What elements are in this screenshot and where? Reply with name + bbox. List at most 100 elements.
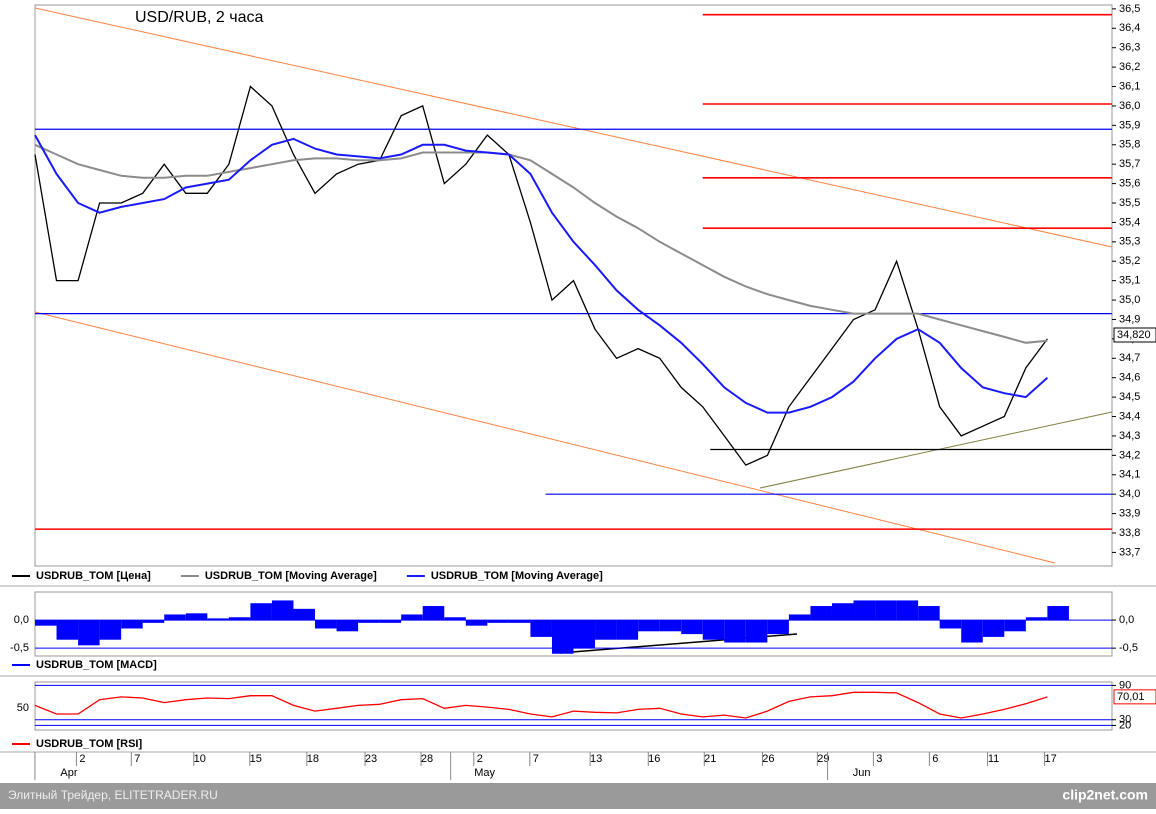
bar (99, 620, 122, 640)
y-tick-label: 30 (1119, 714, 1131, 726)
y-tick-label: 34,4 (1119, 410, 1140, 422)
bar (616, 620, 639, 640)
bar (293, 608, 316, 621)
bar (961, 620, 983, 643)
series-line (34, 85, 1048, 466)
y-tick-label: 90 (1119, 679, 1131, 691)
y-tick-label: 36,0 (1119, 100, 1140, 112)
x-tick-label: 7 (134, 753, 140, 765)
bar (875, 600, 897, 621)
rsi-panel (34, 681, 1113, 731)
y-tick-label: 34,2 (1119, 449, 1140, 461)
x-tick-label: 10 (194, 753, 206, 765)
bar (702, 620, 725, 640)
x-tick-label: 29 (817, 753, 829, 765)
y-tick-label: 35,3 (1119, 236, 1140, 248)
y-tick-label: 35,7 (1119, 158, 1140, 170)
y-tick-label: 34,5 (1119, 391, 1140, 403)
bar (982, 620, 1005, 637)
y-tick-label: 35,6 (1119, 177, 1140, 189)
bar (788, 614, 811, 621)
bar (250, 603, 272, 621)
y-tick-label: 35,8 (1119, 139, 1140, 151)
price-panel (34, 4, 1113, 567)
x-tick-label: 21 (704, 753, 716, 765)
x-tick-label: 6 (932, 753, 938, 765)
bar (595, 620, 617, 640)
legend-label: USDRUB_TOM [MACD] (36, 659, 157, 671)
bar (121, 620, 143, 629)
series-line (34, 691, 1048, 719)
bar (810, 606, 832, 621)
bar (336, 620, 359, 632)
series-line (34, 134, 1049, 414)
bar (358, 620, 380, 623)
bar (659, 620, 682, 632)
bar (681, 620, 703, 635)
y-tick-label: 34,3 (1119, 430, 1140, 442)
bar (487, 620, 509, 623)
y-tick-label: 36,2 (1119, 61, 1140, 73)
y-tick-label: 50 (17, 702, 29, 714)
y-tick-label: 33,7 (1119, 546, 1140, 558)
bar (379, 620, 402, 623)
last-value-label: 34,820 (1117, 329, 1151, 341)
legend-label: USDRUB_TOM [Moving Average] (205, 570, 377, 582)
month-label: Jun (853, 767, 871, 779)
legend-label: USDRUB_TOM [Moving Average] (431, 570, 603, 582)
y-tick-label: 35,5 (1119, 197, 1140, 209)
bar (401, 614, 423, 621)
bar (638, 620, 660, 632)
y-tick-label: 34,1 (1119, 469, 1140, 481)
bar (56, 620, 79, 640)
y-tick-label: 33,9 (1119, 507, 1140, 519)
x-tick-label: 26 (762, 753, 774, 765)
footer-left: Элитный Трейдер, ELITETRADER.RU (8, 788, 218, 802)
x-tick-label: 16 (648, 753, 660, 765)
bar (271, 600, 294, 621)
y-tick-label: 36,4 (1119, 22, 1140, 34)
bar (745, 620, 768, 643)
bar (207, 618, 229, 621)
bar (1004, 620, 1026, 632)
bar (228, 617, 251, 621)
bar (1025, 617, 1048, 621)
legend-label: USDRUB_TOM [RSI] (36, 738, 142, 750)
y-tick-label: 36,3 (1119, 42, 1140, 54)
y-tick-label: 0,0 (1119, 614, 1134, 626)
bar (853, 600, 876, 621)
y-tick-label: 35,1 (1119, 275, 1140, 287)
chart-title: USD/RUB, 2 часа (135, 9, 263, 26)
bar (422, 606, 445, 621)
bar (918, 606, 940, 621)
bar (896, 600, 919, 621)
y-tick-label: 36,5 (1119, 3, 1140, 15)
last-value-box (1113, 689, 1156, 705)
bar (508, 620, 531, 623)
x-tick-label: 2 (477, 753, 483, 765)
bar (444, 617, 466, 621)
y-tick-label: 34,6 (1119, 372, 1140, 384)
x-tick-label: 15 (250, 753, 262, 765)
x-tick-label: 11 (988, 753, 999, 765)
y-tick-label: -0,5 (1119, 642, 1138, 654)
bar (573, 620, 596, 649)
y-tick-label: 36,1 (1119, 80, 1140, 92)
month-label: Apr (60, 767, 77, 779)
y-tick-label: -0,5 (10, 642, 29, 654)
legend-label: USDRUB_TOM [Цена] (36, 570, 151, 582)
y-tick-label: 0,0 (14, 614, 29, 626)
footer-right: clip2net.com (1062, 787, 1148, 803)
bar (1047, 606, 1069, 621)
trend-line (34, 311, 1056, 564)
x-tick-label: 2 (79, 753, 85, 765)
last-value-box (1113, 327, 1156, 343)
y-tick-label: 35,2 (1119, 255, 1140, 267)
bar (939, 620, 962, 629)
bar (831, 603, 854, 621)
y-tick-label: 20 (1119, 719, 1131, 731)
y-tick-label: 34,0 (1119, 488, 1140, 500)
last-value-label: 70,01 (1117, 691, 1145, 703)
x-tick-label: 3 (876, 753, 882, 765)
